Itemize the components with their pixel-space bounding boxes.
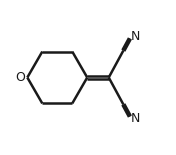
Text: N: N <box>131 30 140 43</box>
Text: N: N <box>131 112 140 125</box>
Text: O: O <box>16 71 26 84</box>
